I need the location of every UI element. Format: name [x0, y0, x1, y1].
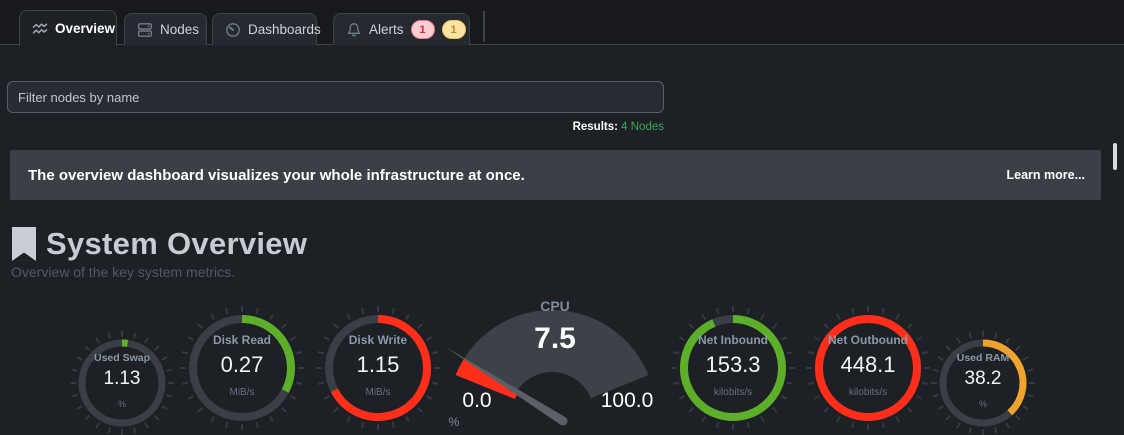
- results-count: Results: 4 Nodes: [0, 121, 664, 133]
- tab-strip-divider: [483, 11, 485, 42]
- learn-more-link[interactable]: Learn more...: [1006, 168, 1086, 182]
- info-banner: The overview dashboard visualizes your w…: [10, 150, 1101, 200]
- gauge-net-inbound[interactable]: Net Inbound 153.3 kilobits/s: [667, 302, 799, 434]
- filter-nodes-input[interactable]: [7, 81, 664, 113]
- warning-alerts-badge[interactable]: 1: [441, 20, 466, 39]
- section-subtitle: Overview of the key system metrics.: [11, 264, 236, 280]
- gauge-used-swap[interactable]: Used Swap 1.13 %: [67, 328, 177, 435]
- dashboards-gauge-icon: [225, 22, 241, 38]
- tab-dashboards[interactable]: Dashboards: [212, 13, 321, 45]
- overview-chart-icon: [32, 21, 48, 37]
- results-label: Results:: [572, 121, 618, 133]
- tab-label: Dashboards: [248, 22, 321, 37]
- gauge-net-outbound[interactable]: Net Outbound 448.1 kilobits/s: [802, 302, 934, 434]
- alerts-bell-icon: [346, 22, 362, 38]
- tab-bar: Overview Nodes Dashboards: [0, 0, 1124, 46]
- cpu-meter: [444, 310, 649, 426]
- used-ram-ring: [931, 331, 1035, 435]
- used-swap-ring: [70, 331, 174, 435]
- bookmark-icon: [12, 227, 36, 267]
- tab-label: Overview: [55, 21, 116, 36]
- tab-label: Alerts: [369, 22, 404, 37]
- gauge-cpu[interactable]: CPU 7.5 0.0 100.0 %: [440, 296, 670, 435]
- disk-read-ring: [180, 306, 304, 430]
- disk-write-ring: [316, 306, 440, 430]
- tab-nodes[interactable]: Nodes: [124, 13, 207, 45]
- nodes-server-icon: [137, 22, 153, 38]
- section-title: System Overview: [46, 226, 308, 261]
- tab-overview[interactable]: Overview: [19, 10, 117, 46]
- gauge-used-ram[interactable]: Used RAM 38.2 %: [928, 328, 1038, 435]
- tab-label: Nodes: [160, 22, 200, 37]
- gauge-disk-write[interactable]: Disk Write 1.15 MiB/s: [312, 302, 444, 434]
- gauge-disk-read[interactable]: Disk Read 0.27 MiB/s: [176, 302, 308, 434]
- vertical-scrollbar-thumb[interactable]: [1113, 143, 1117, 170]
- net-outbound-ring: [806, 306, 930, 430]
- results-value: 4 Nodes: [621, 121, 664, 133]
- tab-alerts[interactable]: Alerts 1 1: [333, 13, 470, 45]
- critical-alerts-badge[interactable]: 1: [410, 20, 435, 39]
- banner-text: The overview dashboard visualizes your w…: [28, 166, 525, 184]
- net-inbound-ring: [671, 306, 795, 430]
